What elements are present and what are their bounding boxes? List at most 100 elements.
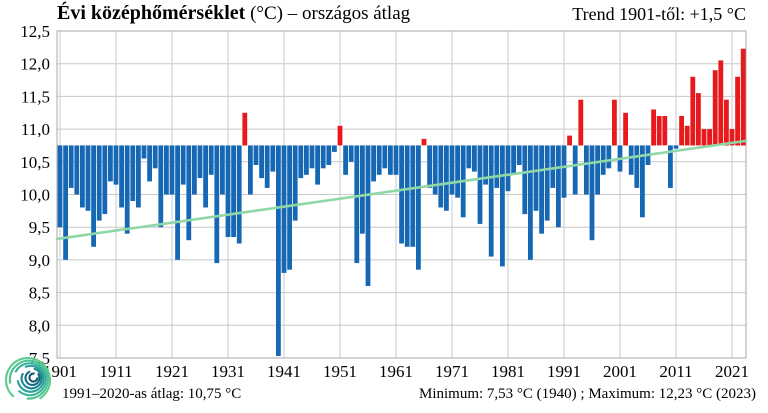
bar-1936 — [253, 145, 259, 165]
bar-1951 — [337, 125, 343, 146]
bar-1974 — [466, 145, 472, 169]
bar-1999 — [606, 145, 612, 169]
bar-1972 — [455, 145, 460, 198]
bar-2014 — [690, 76, 696, 146]
bar-2000 — [612, 99, 617, 146]
y-tick-label: 11,5 — [21, 87, 50, 106]
bar-2012 — [679, 116, 684, 146]
y-tick-label: 8,0 — [29, 316, 50, 335]
bar-1950 — [332, 145, 337, 152]
bar-2005 — [640, 145, 645, 218]
bar-1960 — [388, 145, 393, 175]
bar-1963 — [404, 145, 410, 247]
bar-1962 — [399, 145, 404, 244]
bar-1970 — [444, 145, 449, 211]
y-tick-label: 9,5 — [29, 218, 50, 237]
bar-1909 — [102, 145, 108, 215]
bar-1947 — [315, 145, 320, 185]
y-tick-label: 12,0 — [20, 55, 50, 74]
bar-1906 — [85, 145, 91, 211]
bar-1961 — [393, 145, 399, 175]
y-tick-label: 8,5 — [29, 284, 50, 303]
bar-2018 — [712, 70, 718, 146]
x-tick-label: 1991 — [547, 362, 581, 381]
bar-1911 — [113, 145, 119, 185]
bar-2010 — [668, 145, 673, 188]
x-tick-label: 1981 — [491, 362, 525, 381]
bar-1937 — [259, 145, 264, 179]
bar-1982 — [511, 145, 516, 175]
bar-1966 — [421, 138, 427, 146]
bar-1997 — [595, 145, 600, 195]
bar-1904 — [74, 145, 80, 195]
trend-label: Trend 1901-től: +1,5 °C — [572, 4, 746, 24]
bar-1958 — [376, 145, 382, 175]
bar-1957 — [371, 145, 376, 182]
bar-1976 — [477, 145, 483, 224]
bar-1912 — [119, 145, 124, 208]
bar-1917 — [147, 145, 152, 182]
bar-1990 — [556, 145, 561, 228]
bar-1987 — [539, 145, 544, 234]
bar-1983 — [516, 145, 522, 165]
y-tick-label: 12,5 — [20, 22, 50, 41]
bar-1930 — [220, 145, 225, 195]
bar-1916 — [141, 145, 147, 159]
x-tick-label: 1941 — [267, 362, 301, 381]
bar-1935 — [248, 145, 253, 195]
logo-arc — [4, 356, 52, 404]
bar-1996 — [589, 145, 595, 241]
chart-title-main: Évi középhőmérséklet — [57, 2, 246, 24]
bar-2008 — [656, 116, 662, 146]
bar-1988 — [544, 145, 550, 221]
y-tick-label: 11,0 — [21, 120, 50, 139]
average-note: 1991–2020-as átlag: 10,75 °C — [62, 386, 242, 402]
bar-1927 — [203, 145, 208, 208]
bar-1926 — [197, 145, 203, 179]
bar-2003 — [628, 145, 634, 175]
bar-2011 — [673, 145, 679, 149]
met-service-spiral-logo-icon — [4, 356, 52, 404]
bar-1980 — [500, 145, 505, 267]
bar-2019 — [718, 60, 724, 146]
chart-title-suffix: (°C) – országos átlag — [245, 3, 411, 24]
bar-1901 — [57, 145, 63, 228]
bar-2015 — [696, 93, 701, 146]
bar-1915 — [136, 145, 141, 208]
bar-1903 — [68, 145, 74, 188]
bar-1944 — [298, 145, 304, 179]
bar-1985 — [528, 145, 533, 260]
bar-2009 — [662, 116, 668, 146]
bar-1971 — [449, 145, 455, 195]
logo-arc — [8, 359, 49, 400]
bar-1943 — [292, 145, 298, 221]
bar-1965 — [416, 145, 421, 270]
bar-1955 — [360, 145, 365, 234]
bar-2002 — [623, 112, 628, 146]
bar-1932 — [231, 145, 236, 237]
y-tick-label: 10,0 — [20, 186, 50, 205]
logo-arc — [20, 367, 43, 390]
y-tick-label: 9,0 — [29, 251, 50, 270]
logo-arc — [16, 364, 45, 393]
bar-1969 — [438, 145, 444, 208]
bar-1923 — [180, 145, 186, 185]
bar-2016 — [701, 129, 707, 146]
bar-1991 — [561, 145, 567, 198]
plot-frame — [56, 30, 747, 359]
bar-2022 — [735, 76, 740, 146]
logo-arc — [28, 372, 39, 383]
bar-1949 — [326, 145, 332, 165]
bar-1975 — [472, 145, 477, 172]
bar-1945 — [304, 145, 309, 175]
bar-1986 — [533, 145, 539, 211]
x-tick-label: 2001 — [603, 362, 637, 381]
bar-2007 — [651, 109, 656, 146]
bar-1925 — [192, 145, 197, 195]
bar-1993 — [572, 145, 578, 195]
chart-title: Évi középhőmérséklet (°C) – országos átl… — [57, 2, 410, 25]
bar-1981 — [505, 145, 511, 192]
bar-1978 — [488, 145, 494, 257]
bar-1910 — [108, 145, 113, 182]
bar-1934 — [242, 112, 248, 146]
